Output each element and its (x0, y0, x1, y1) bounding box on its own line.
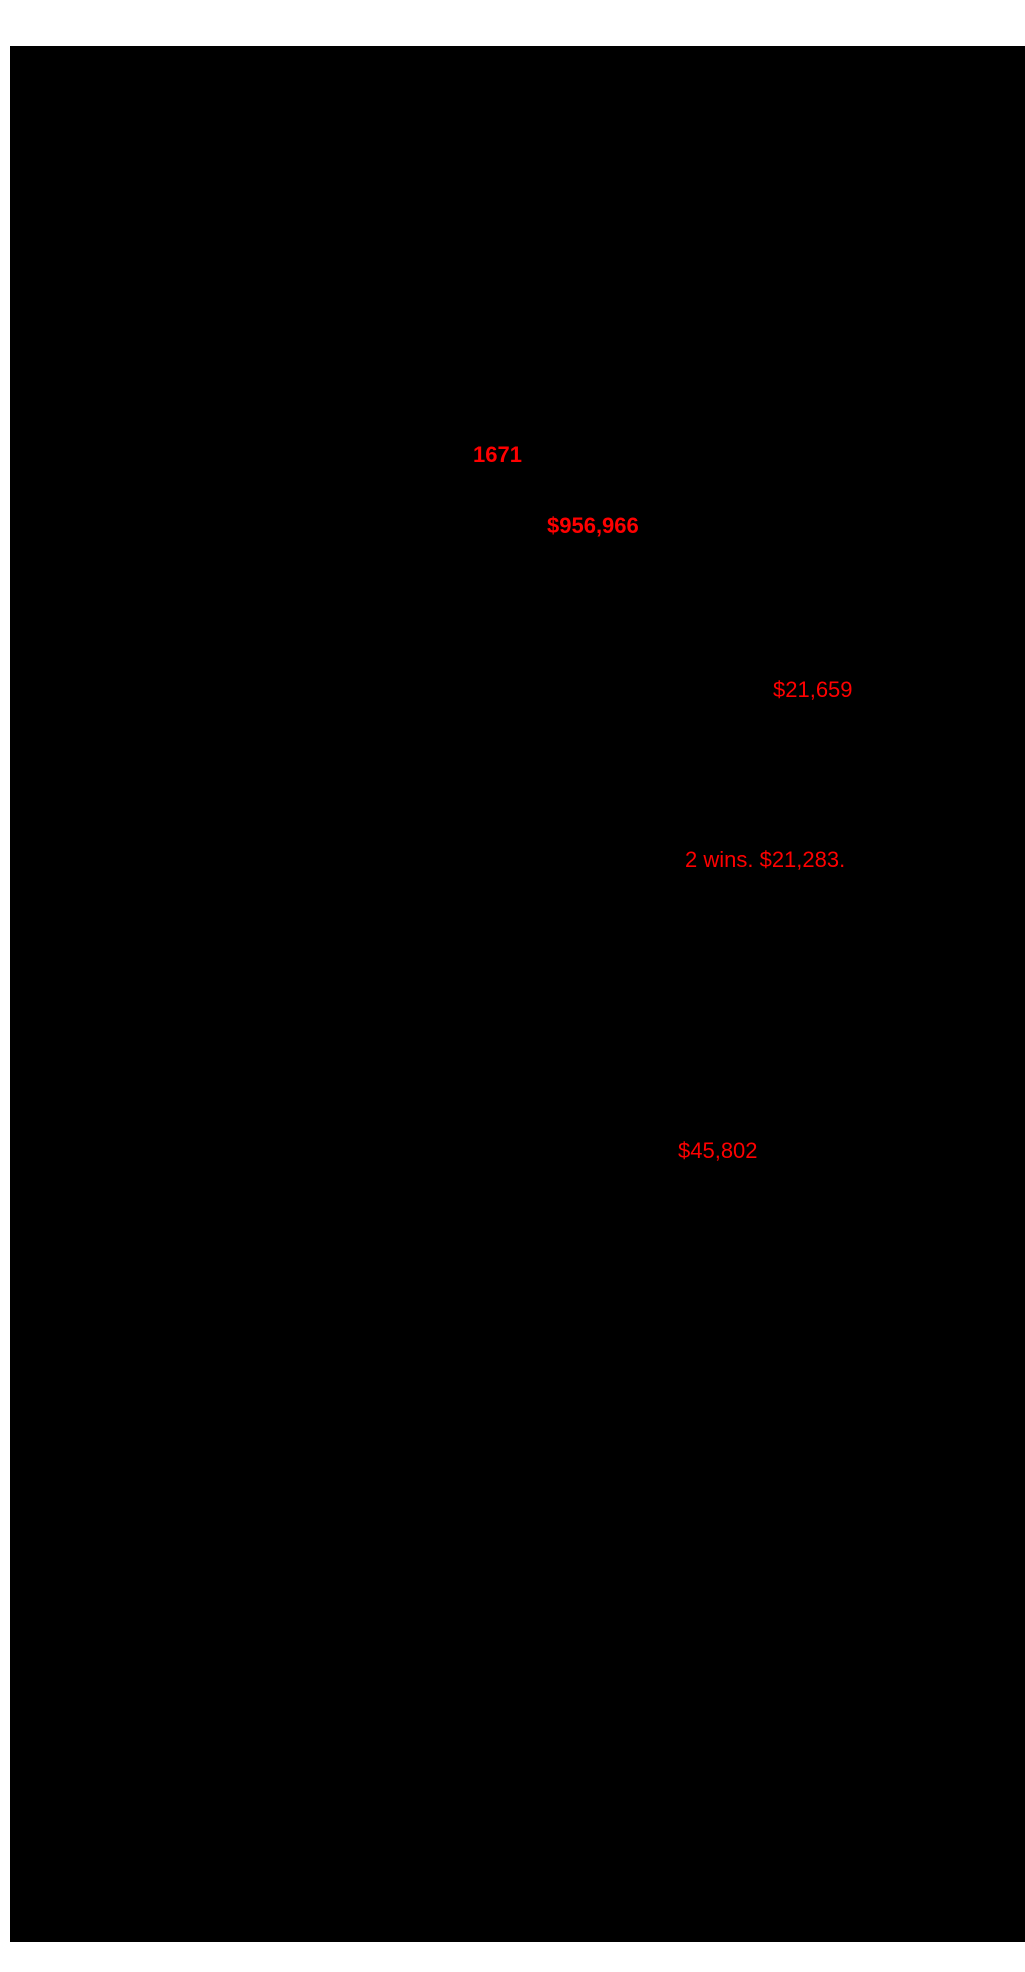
stat-earnings-45802: $45,802 (678, 1138, 758, 1163)
stat-count-1671: 1671 (473, 442, 522, 467)
stat-earnings-21659: $21,659 (773, 677, 853, 702)
content-panel: 1671 $956,966 $21,659 2 wins. $21,283. $… (10, 46, 1025, 1942)
stat-earnings-956966: $956,966 (547, 513, 639, 538)
stat-race-record: 2 wins. $21,283. (685, 847, 846, 872)
